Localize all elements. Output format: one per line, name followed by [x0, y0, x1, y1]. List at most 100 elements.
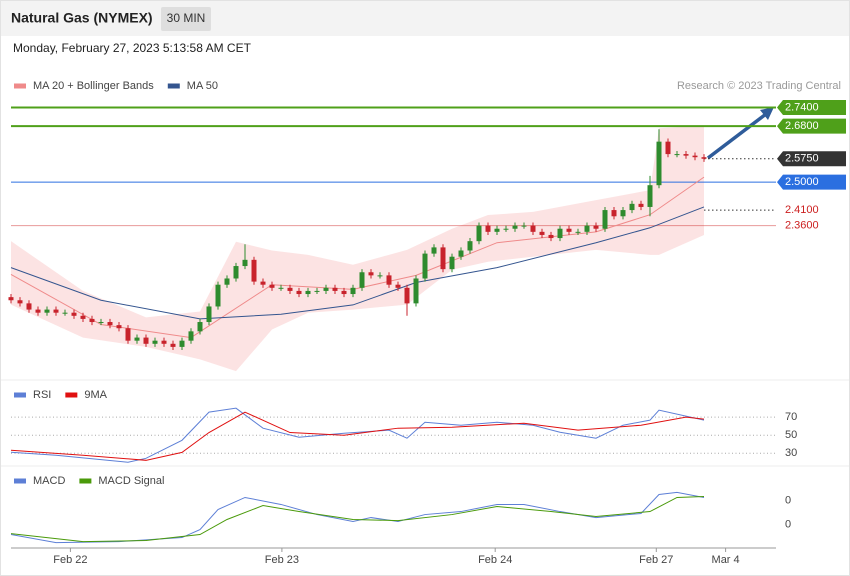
candle-body	[233, 266, 239, 279]
candle-body	[539, 231, 545, 235]
candle-body	[413, 278, 419, 304]
indicator-line	[10, 411, 705, 461]
candle-body	[143, 337, 149, 344]
indicator-line	[10, 496, 705, 543]
bollinger-band	[11, 125, 704, 372]
candle-body	[494, 228, 500, 232]
candle-body	[188, 331, 194, 341]
interval: 30 MIN	[167, 11, 206, 25]
candle-body	[134, 337, 140, 341]
interval-badge	[161, 7, 211, 31]
candle-body	[512, 225, 518, 229]
candle-body	[449, 256, 455, 270]
candle-body	[98, 322, 104, 324]
candle-body	[332, 287, 338, 291]
candle-body	[521, 225, 527, 227]
candle-body	[422, 253, 428, 279]
candle-body	[377, 275, 383, 277]
level-box	[777, 151, 846, 167]
candle-body	[692, 155, 698, 158]
candle-body	[503, 228, 509, 230]
y-tick-label: 0	[785, 494, 791, 506]
candle-body	[386, 275, 392, 285]
candle-body	[26, 303, 32, 310]
candle-body	[287, 287, 293, 291]
candle-body	[701, 157, 707, 159]
legend-label: MA 50	[187, 80, 218, 92]
candle-body	[269, 284, 275, 288]
legend-swatch	[14, 478, 26, 484]
legend-label: MACD Signal	[98, 475, 164, 487]
candle-body	[44, 309, 50, 313]
candle-body	[593, 225, 599, 229]
candle-body	[152, 340, 158, 344]
candle-body	[296, 290, 302, 295]
legend-label: MACD	[33, 475, 65, 487]
level-label: 2.5750	[785, 153, 819, 165]
ma-line	[10, 206, 705, 320]
x-tick-label: Feb 23	[265, 554, 299, 566]
candle-body	[197, 322, 203, 332]
legend-swatch	[14, 392, 26, 398]
candle-body	[107, 322, 113, 326]
level-label: 2.6800	[785, 120, 819, 132]
candle-body	[629, 203, 635, 211]
legend-label: 9MA	[84, 389, 107, 401]
candle-body	[611, 210, 617, 217]
candle-body	[17, 300, 23, 304]
candle-body	[404, 287, 410, 304]
candle-body	[341, 290, 347, 295]
x-tick-label: Feb 22	[53, 554, 87, 566]
candle-body	[368, 272, 374, 276]
instrument-title: Natural Gas (NYMEX)	[11, 10, 153, 26]
level-label: 2.4100	[785, 204, 819, 216]
legend-swatch	[65, 392, 78, 398]
forecast-arrow-head	[760, 107, 774, 120]
candle-body	[80, 315, 86, 319]
candle-body	[602, 210, 608, 229]
candle-body	[620, 210, 626, 217]
candle-body	[458, 250, 464, 257]
candle-body	[647, 185, 653, 207]
candle-body	[215, 284, 221, 307]
candle-body	[206, 306, 212, 323]
candle-body	[530, 225, 536, 232]
candle-body	[260, 281, 266, 285]
y-tick-label: 50	[785, 429, 797, 441]
candle-body	[116, 325, 122, 329]
candle-body	[656, 141, 662, 186]
candle-body	[170, 343, 176, 347]
candle-body	[485, 225, 491, 232]
candle-body	[638, 203, 644, 207]
candle-body	[584, 225, 590, 232]
legend-label: MA 20 + Bollinger Bands	[33, 80, 154, 92]
candle-body	[125, 328, 131, 341]
candle-body	[557, 228, 563, 239]
credit: Research © 2023 Trading Central	[677, 80, 841, 92]
level-label: 2.5000	[785, 176, 819, 188]
legend-swatch	[167, 83, 180, 89]
candle-body	[431, 247, 437, 254]
candle-body	[440, 247, 446, 270]
candle-body	[476, 225, 482, 242]
candle-body	[35, 309, 41, 313]
indicator-line	[10, 407, 705, 463]
candle-body	[359, 272, 365, 288]
ma-line	[10, 176, 705, 339]
indicator-line	[10, 491, 705, 544]
header-bar	[1, 1, 849, 36]
level-box	[777, 118, 846, 134]
candle-body	[251, 259, 257, 282]
candle-body	[566, 228, 572, 232]
candle-body	[575, 231, 581, 233]
legend-swatch	[79, 478, 92, 484]
candle-body	[350, 287, 356, 295]
candle-body	[278, 287, 284, 289]
candle-body	[53, 309, 59, 313]
candle-body	[395, 284, 401, 288]
candle-body	[179, 340, 185, 347]
candle-body	[89, 318, 95, 323]
candle-body	[161, 340, 167, 344]
x-tick-label: Mar 4	[712, 554, 740, 566]
